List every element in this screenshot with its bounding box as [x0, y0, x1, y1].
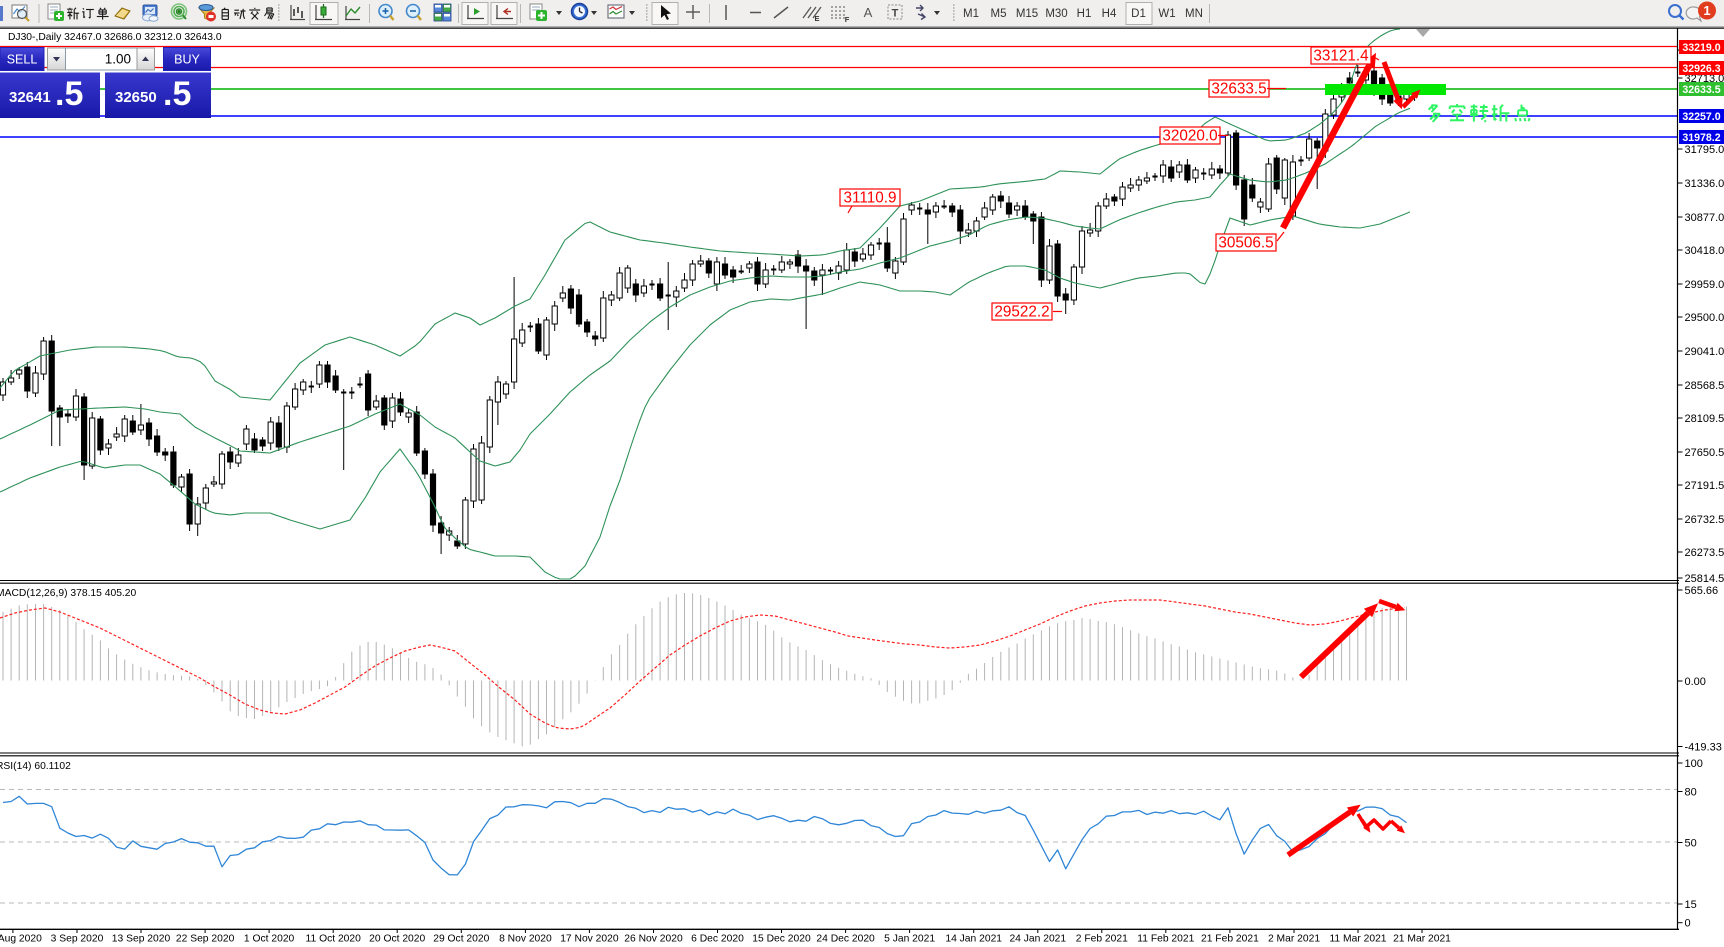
- svg-text:32633.5: 32633.5: [1682, 84, 1720, 96]
- svg-text:32633.5: 32633.5: [1211, 81, 1266, 98]
- svg-text:RSI(14) 60.1102: RSI(14) 60.1102: [0, 761, 71, 772]
- svg-text:28109.5: 28109.5: [1685, 413, 1724, 425]
- svg-text:30877.0: 30877.0: [1685, 212, 1724, 224]
- svg-text:M30: M30: [1045, 8, 1067, 20]
- svg-text:11 Oct 2020: 11 Oct 2020: [306, 934, 362, 945]
- svg-text:M15: M15: [1016, 8, 1038, 20]
- svg-text:29500.0: 29500.0: [1685, 312, 1724, 324]
- svg-text:20 Oct 2020: 20 Oct 2020: [369, 934, 425, 945]
- svg-text:30506.5: 30506.5: [1218, 235, 1273, 252]
- svg-text:DJ30-,Daily 32467.0 32686.0 3: DJ30-,Daily 32467.0 32686.0 32312.0 3264…: [8, 32, 222, 43]
- svg-text:D1: D1: [1131, 8, 1146, 20]
- svg-text:1 Oct 2020: 1 Oct 2020: [244, 934, 295, 945]
- svg-text:21 Feb 2021: 21 Feb 2021: [1201, 934, 1259, 945]
- svg-text:1.00: 1.00: [105, 52, 131, 67]
- svg-text:A: A: [864, 5, 873, 20]
- svg-text:.5: .5: [163, 75, 191, 113]
- svg-text:27650.5: 27650.5: [1685, 447, 1724, 459]
- svg-text:31978.2: 31978.2: [1682, 132, 1720, 144]
- svg-text:MN: MN: [1185, 8, 1203, 20]
- svg-text:26732.5: 26732.5: [1685, 514, 1724, 526]
- svg-text:32650: 32650: [115, 89, 157, 106]
- svg-text:33121.4: 33121.4: [1313, 48, 1369, 65]
- svg-text:29041.0: 29041.0: [1685, 346, 1724, 358]
- svg-text:11 Mar 2021: 11 Mar 2021: [1329, 934, 1386, 945]
- svg-text:33219.0: 33219.0: [1682, 42, 1720, 54]
- svg-text:31110.9: 31110.9: [843, 190, 896, 207]
- svg-text:25 Aug 2020: 25 Aug 2020: [0, 934, 42, 945]
- svg-text:31336.0: 31336.0: [1685, 178, 1724, 190]
- svg-text:24 Dec 2020: 24 Dec 2020: [816, 934, 875, 945]
- svg-text:H1: H1: [1077, 8, 1092, 20]
- svg-text:29 Oct 2020: 29 Oct 2020: [433, 934, 489, 945]
- svg-text:565.66: 565.66: [1685, 585, 1719, 597]
- svg-text:31795.0: 31795.0: [1685, 144, 1724, 156]
- svg-text:17 Nov 2020: 17 Nov 2020: [560, 934, 619, 945]
- svg-text:3 Sep 2020: 3 Sep 2020: [51, 934, 104, 945]
- svg-text:M1: M1: [963, 8, 979, 20]
- svg-text:30418.0: 30418.0: [1685, 245, 1724, 257]
- svg-text:6 Dec 2020: 6 Dec 2020: [691, 934, 744, 945]
- svg-text:14 Jan 2021: 14 Jan 2021: [945, 934, 1002, 945]
- svg-text:0: 0: [1685, 918, 1691, 930]
- svg-text:50: 50: [1685, 838, 1697, 850]
- svg-text:E: E: [814, 14, 819, 23]
- svg-text:100: 100: [1685, 758, 1703, 770]
- svg-text:22 Sep 2020: 22 Sep 2020: [176, 934, 235, 945]
- svg-text:-419.33: -419.33: [1685, 742, 1722, 754]
- svg-text:24 Jan 2021: 24 Jan 2021: [1009, 934, 1066, 945]
- svg-text:29522.2: 29522.2: [994, 304, 1049, 321]
- svg-text:0.00: 0.00: [1685, 676, 1706, 688]
- svg-text:29959.0: 29959.0: [1685, 279, 1724, 291]
- svg-text:T: T: [892, 8, 899, 20]
- svg-text:32926.3: 32926.3: [1682, 63, 1720, 75]
- svg-text:H4: H4: [1102, 8, 1117, 20]
- svg-text:28568.5: 28568.5: [1685, 380, 1724, 392]
- svg-text:2 Mar 2021: 2 Mar 2021: [1268, 934, 1320, 945]
- svg-text:.5: .5: [55, 75, 83, 113]
- svg-text:11 Feb 2021: 11 Feb 2021: [1137, 934, 1194, 945]
- svg-text:M5: M5: [991, 8, 1007, 20]
- svg-text:15 Dec 2020: 15 Dec 2020: [752, 934, 811, 945]
- svg-text:32020.0: 32020.0: [1162, 128, 1217, 145]
- svg-text:21 Mar 2021: 21 Mar 2021: [1393, 934, 1451, 945]
- svg-text:26273.5: 26273.5: [1685, 547, 1724, 559]
- svg-text:27191.5: 27191.5: [1685, 480, 1724, 492]
- svg-text:W1: W1: [1158, 8, 1175, 20]
- svg-text:80: 80: [1685, 787, 1697, 799]
- svg-text:MACD(12,26,9) 378.15 405.20: MACD(12,26,9) 378.15 405.20: [0, 588, 137, 599]
- svg-text:15: 15: [1685, 899, 1697, 911]
- svg-text:26 Nov 2020: 26 Nov 2020: [624, 934, 683, 945]
- svg-text:BUY: BUY: [174, 53, 200, 67]
- svg-text:5 Jan 2021: 5 Jan 2021: [884, 934, 935, 945]
- svg-text:F: F: [845, 15, 850, 24]
- svg-text:25814.5: 25814.5: [1685, 573, 1724, 585]
- svg-text:32257.0: 32257.0: [1682, 111, 1720, 123]
- svg-text:1: 1: [1703, 3, 1710, 18]
- svg-text:SELL: SELL: [7, 53, 38, 67]
- svg-text:32641: 32641: [9, 89, 51, 106]
- svg-text:13 Sep 2020: 13 Sep 2020: [112, 934, 171, 945]
- svg-text:2 Feb 2021: 2 Feb 2021: [1076, 934, 1128, 945]
- svg-text:8 Nov 2020: 8 Nov 2020: [499, 934, 552, 945]
